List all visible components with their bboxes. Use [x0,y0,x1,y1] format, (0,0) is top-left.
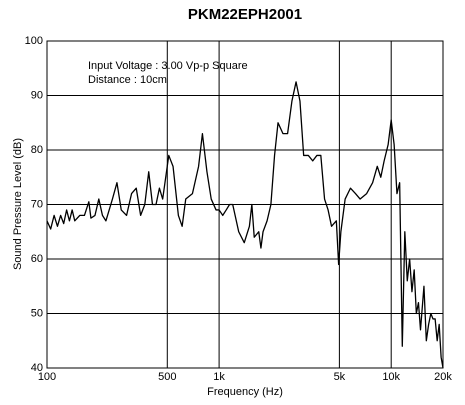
y-tick-label: 100 [25,35,43,47]
y-tick-label: 70 [31,198,43,210]
x-tick-label: 500 [158,371,176,383]
x-axis-label: Frequency (Hz) [207,386,283,398]
plot-frame [46,40,444,369]
response-line [46,81,444,369]
x-tick-label: 20k [434,371,452,383]
x-tick-label: 1k [213,371,225,383]
x-tick-label: 100 [38,371,56,383]
x-tick-label: 5k [334,371,346,383]
chart-title: PKM22EPH2001 [188,6,302,23]
y-tick-label: 50 [31,307,43,319]
y-tick-label: 80 [31,144,43,156]
y-tick-label: 90 [31,89,43,101]
annotation: Distance : 10cm [88,74,167,86]
y-tick-label: 40 [31,362,43,374]
y-tick-label: 60 [31,253,43,265]
annotation: Input Voltage : 3.00 Vp-p Square [88,60,248,72]
x-tick-label: 10k [382,371,400,383]
y-axis-label: Sound Pressure Level (dB) [12,138,24,270]
